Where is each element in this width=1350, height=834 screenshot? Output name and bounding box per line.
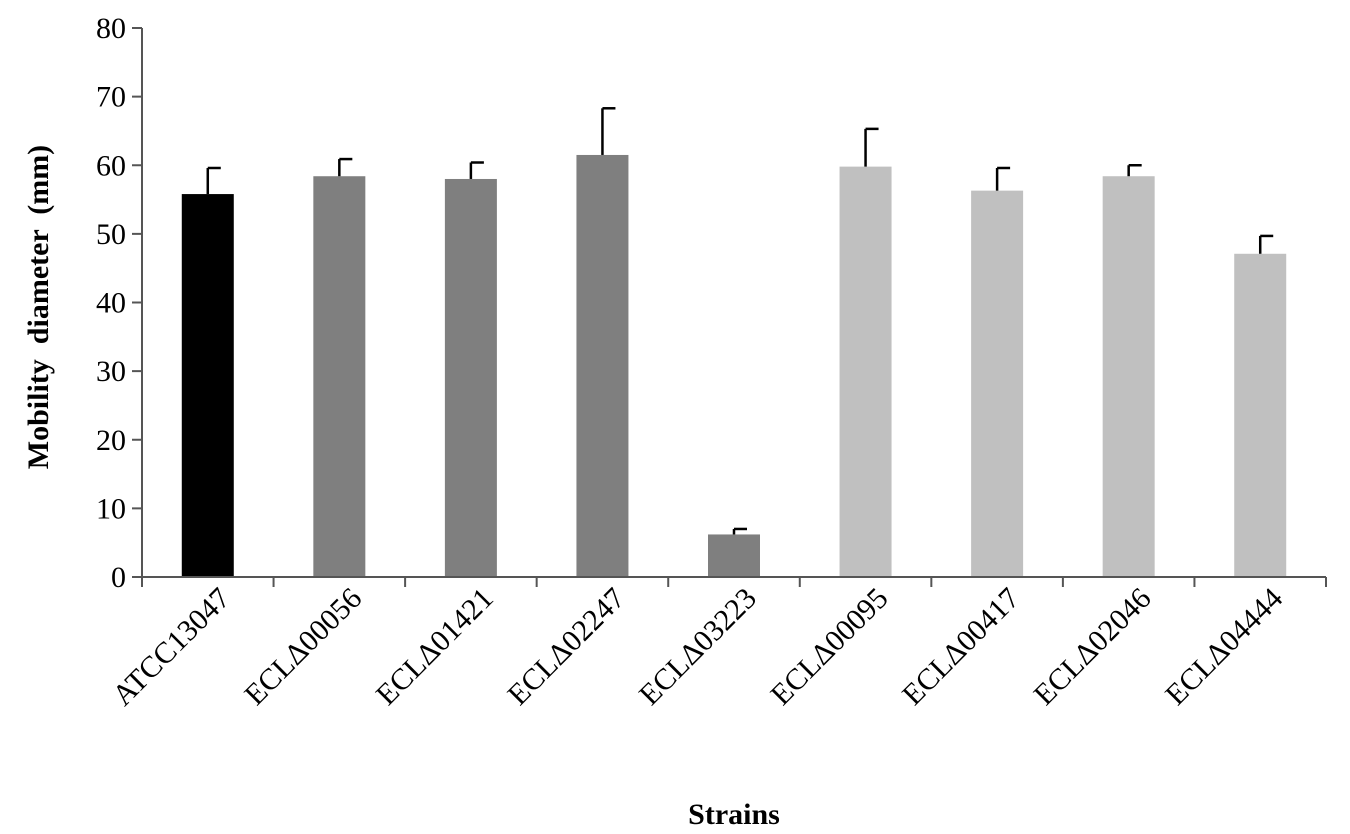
x-tick-label: ECLΔ00417 bbox=[896, 582, 1026, 712]
x-tick-label: ECLΔ00056 bbox=[238, 582, 368, 712]
bar bbox=[181, 194, 234, 577]
y-tick-label: 60 bbox=[96, 149, 126, 182]
y-tick-label: 0 bbox=[111, 561, 126, 594]
bar bbox=[971, 190, 1024, 578]
bar bbox=[1234, 253, 1287, 577]
bar bbox=[444, 178, 497, 577]
y-tick-label: 40 bbox=[96, 287, 126, 320]
error-bars-group bbox=[206, 107, 1274, 535]
bar bbox=[313, 176, 366, 578]
y-tick-label: 20 bbox=[96, 424, 126, 457]
y-tick-label: 70 bbox=[96, 81, 126, 114]
bars-group bbox=[181, 154, 1287, 578]
y-axis-title: Mobility diameter (mm) bbox=[22, 145, 55, 469]
x-tick-label: ECLΔ04444 bbox=[1159, 582, 1289, 712]
axes-group bbox=[132, 27, 1327, 587]
x-tick-label: ECLΔ00095 bbox=[764, 582, 894, 712]
bar bbox=[1102, 176, 1155, 578]
x-tick-label: ATCC13047 bbox=[106, 582, 237, 713]
x-axis-title: Strains bbox=[688, 798, 780, 831]
y-tick-label: 30 bbox=[96, 355, 126, 388]
bar bbox=[576, 154, 629, 578]
bar bbox=[708, 534, 760, 577]
y-ticks-group: 0 10 20 30 40 50 60 70 80 bbox=[96, 12, 126, 594]
x-ticks-group: ATCC13047 ECLΔ00056 ECLΔ01421 ECLΔ02247 ECLΔ… bbox=[106, 582, 1289, 713]
x-tick-label: ECLΔ03223 bbox=[633, 582, 763, 712]
y-tick-label: 10 bbox=[96, 492, 126, 525]
x-tick-label: ECLΔ02247 bbox=[501, 582, 631, 712]
bar bbox=[839, 166, 892, 577]
y-tick-label: 50 bbox=[96, 218, 126, 251]
y-tick-label: 80 bbox=[96, 12, 126, 45]
x-tick-label: ECLΔ01421 bbox=[370, 582, 500, 712]
x-tick-label: ECLΔ02046 bbox=[1028, 582, 1158, 712]
